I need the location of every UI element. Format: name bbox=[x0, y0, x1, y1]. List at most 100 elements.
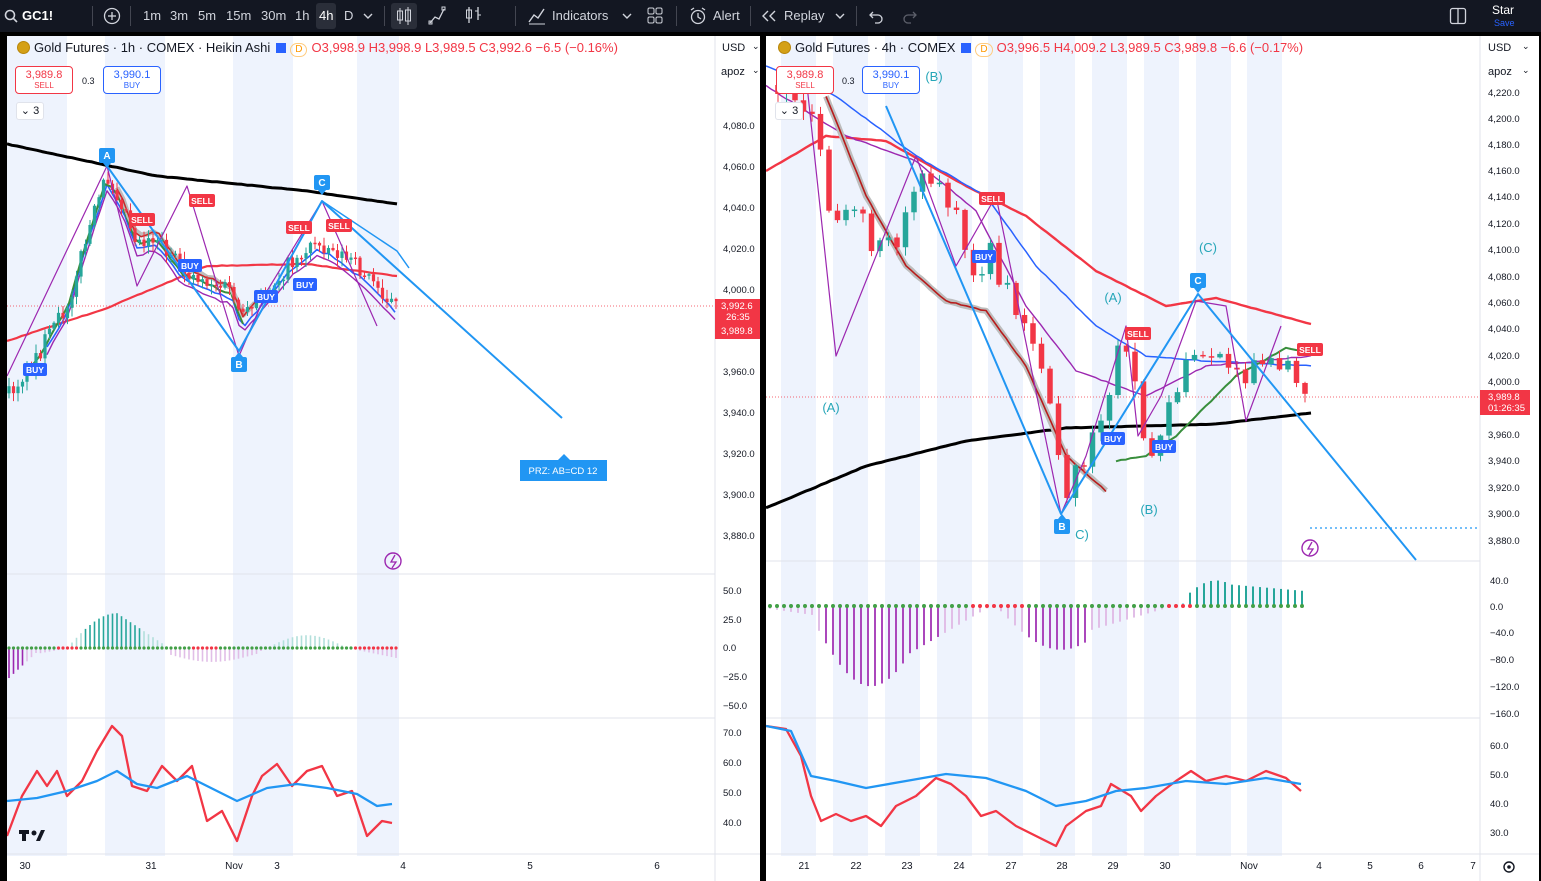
left-currency-chevron-icon[interactable]: ⌄ bbox=[752, 41, 760, 51]
macd-signal-dot bbox=[79, 646, 83, 650]
timeframe-30m[interactable]: 30m bbox=[261, 8, 287, 23]
right-sell-button[interactable]: 3,989.8 SELL bbox=[776, 66, 834, 94]
right-chart-canvas[interactable]: 4,220.0 4,200.0 4,180.0 4,160.0 4,140.0 4,120… bbox=[766, 36, 1539, 881]
right-candle bbox=[1081, 465, 1087, 467]
left-sell-button[interactable]: 3,989.8 SELL bbox=[15, 66, 73, 94]
star-label[interactable]: Star bbox=[1492, 3, 1515, 17]
sell-signal: SELL bbox=[981, 194, 1003, 204]
price-tick-label: 3,880.0 bbox=[723, 531, 755, 542]
macd-signal-dot bbox=[259, 646, 263, 650]
redo-icon[interactable] bbox=[902, 0, 918, 32]
time-tick-label: 29 bbox=[1107, 861, 1119, 872]
sell-signal: SELL bbox=[288, 223, 310, 233]
timeframe-chevron-down-icon[interactable] bbox=[362, 0, 374, 32]
right-scale-mode[interactable]: apoz bbox=[1488, 66, 1512, 78]
right-candle bbox=[1021, 314, 1028, 324]
timeframe-3m[interactable]: 3m bbox=[170, 8, 189, 23]
left-candle bbox=[92, 205, 97, 225]
symbol-name[interactable]: GC1! bbox=[22, 8, 54, 23]
timeframe-1m[interactable]: 1m bbox=[143, 8, 162, 23]
left-candle bbox=[214, 284, 218, 287]
search-icon[interactable] bbox=[4, 0, 18, 32]
left-chart-pane[interactable]: 4,080.04,060.04,040.04,020.04,000.03,980… bbox=[7, 36, 760, 881]
right-currency-select[interactable]: USD bbox=[1488, 42, 1512, 54]
wave-label: C) bbox=[1075, 527, 1089, 542]
left-legend-title[interactable]: Gold Futures · 1h · COMEX · Heikin Ashi bbox=[34, 40, 271, 55]
abcd-pattern-line bbox=[885, 105, 1417, 561]
undo-icon[interactable] bbox=[868, 0, 884, 32]
right-indicators-toggle[interactable]: ⌄ 3 bbox=[775, 102, 803, 120]
tv-logo-dot bbox=[31, 830, 37, 836]
macd-signal-dot bbox=[1027, 604, 1031, 608]
left-candle bbox=[155, 240, 160, 243]
macd-signal-dot bbox=[789, 604, 793, 608]
flag-icon[interactable] bbox=[276, 43, 287, 53]
rsi-ma-line bbox=[7, 769, 393, 808]
flag-icon[interactable] bbox=[961, 43, 972, 53]
replay-button[interactable]: Replay bbox=[784, 8, 825, 23]
left-candle bbox=[97, 197, 101, 206]
macd-signal-dot bbox=[887, 604, 891, 608]
macd-signal-dot bbox=[313, 646, 317, 650]
left-buy-button[interactable]: 3,990.1 BUY bbox=[103, 66, 161, 94]
macd-signal-dot bbox=[1034, 604, 1038, 608]
alert-button[interactable]: Alert bbox=[713, 8, 740, 23]
macd-signal-dot bbox=[957, 604, 961, 608]
right-buy-button[interactable]: 3,990.1 BUY bbox=[862, 66, 920, 94]
macd-signal-dot bbox=[831, 604, 835, 608]
macd-signal-dot bbox=[1146, 604, 1150, 608]
buy-signal-bg bbox=[178, 259, 202, 272]
macd-signal-dot bbox=[1055, 604, 1059, 608]
right-candle bbox=[1293, 360, 1300, 383]
left-scale-chevron-icon[interactable]: ⌄ bbox=[752, 65, 760, 75]
right-candle bbox=[1030, 323, 1036, 344]
left-candle bbox=[196, 274, 200, 282]
right-scale-chevron-icon[interactable]: ⌄ bbox=[1522, 65, 1530, 75]
left-scale-mode[interactable]: apoz bbox=[721, 66, 745, 78]
candles-chart-type-icon[interactable] bbox=[391, 3, 417, 29]
macd-signal-dot bbox=[1083, 604, 1087, 608]
macd-signal-dot bbox=[214, 646, 218, 650]
layout-icon[interactable] bbox=[1449, 0, 1467, 32]
left-indicators-toggle[interactable]: ⌄ 3 bbox=[16, 102, 44, 120]
right-candle bbox=[1140, 381, 1147, 439]
replay-chevron-down-icon[interactable] bbox=[834, 0, 846, 32]
bar-chart-type-icon[interactable] bbox=[463, 0, 485, 32]
right-candle bbox=[1251, 360, 1257, 384]
timeframe-1h[interactable]: 1h bbox=[295, 8, 310, 23]
macd-signal-dot bbox=[385, 646, 389, 650]
settings-icon-center bbox=[1507, 865, 1511, 869]
line-chart-type-icon[interactable] bbox=[428, 0, 446, 32]
replay-icon[interactable] bbox=[760, 0, 778, 32]
macd-signal-dot bbox=[1139, 604, 1143, 608]
right-legend-title[interactable]: Gold Futures · 4h · COMEX bbox=[795, 40, 956, 55]
price-tick-label: 3,900.0 bbox=[723, 490, 755, 501]
timeframe-5m[interactable]: 5m bbox=[198, 8, 217, 23]
macd-tick-label: 0.0 bbox=[1490, 602, 1503, 613]
settings-icon bbox=[1503, 861, 1515, 873]
timeframe-4h[interactable]: 4h bbox=[316, 3, 337, 29]
macd-signal-dot bbox=[34, 646, 38, 650]
right-chart-pane[interactable]: 4,220.0 4,200.0 4,180.0 4,160.0 4,140.0 4,120… bbox=[766, 36, 1539, 881]
save-link[interactable]: Save bbox=[1494, 18, 1515, 28]
left-candle bbox=[380, 287, 385, 299]
indicators-chevron-down-icon[interactable] bbox=[621, 0, 633, 32]
add-symbol-icon[interactable] bbox=[103, 0, 121, 32]
indicators-icon[interactable] bbox=[527, 0, 547, 32]
left-currency-select[interactable]: USD bbox=[722, 42, 746, 54]
left-chart-canvas[interactable]: 4,080.04,060.04,040.04,020.04,000.03,980… bbox=[7, 36, 760, 881]
time-tick-label: 22 bbox=[850, 861, 862, 872]
buy-signal: BUY bbox=[975, 252, 993, 262]
macd-tick-label: −120.0 bbox=[1490, 682, 1519, 693]
templates-icon[interactable] bbox=[646, 0, 664, 32]
macd-signal-dot bbox=[83, 646, 88, 650]
timeframe-15m[interactable]: 15m bbox=[226, 8, 252, 23]
indicators-button[interactable]: Indicators bbox=[552, 8, 609, 23]
right-candle bbox=[928, 173, 934, 184]
left-candle bbox=[304, 253, 308, 259]
macd-signal-dot bbox=[389, 646, 394, 650]
alert-icon[interactable] bbox=[688, 0, 708, 32]
right-candle bbox=[996, 242, 1002, 285]
timeframe-d[interactable]: D bbox=[344, 8, 354, 23]
right-currency-chevron-icon[interactable]: ⌄ bbox=[1522, 41, 1530, 51]
